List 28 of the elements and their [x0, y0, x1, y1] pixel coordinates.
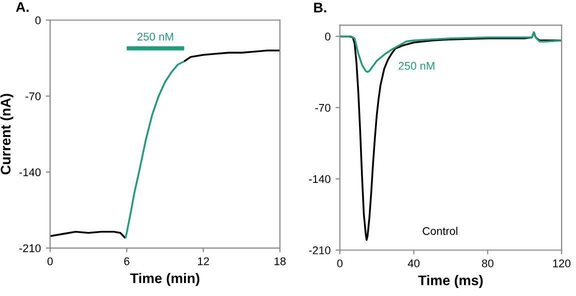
line-series: [183, 50, 280, 62]
x-axis-title: Time (ms): [418, 275, 483, 288]
y-tick-label: 0: [325, 32, 330, 40]
line-series: [124, 60, 186, 240]
y-tick-label: 0: [35, 16, 41, 24]
chart-title: A.: [16, 2, 29, 12]
x-tick-label: 0: [47, 257, 53, 266]
y-axis-title: Current (nA): [0, 94, 14, 174]
line-series: [50, 230, 126, 240]
y-tick-label: -210: [19, 244, 41, 252]
text: Control: [422, 226, 458, 235]
x-axis-title: Time (min): [130, 272, 200, 286]
line-series: [340, 31, 562, 73]
y-tick-label: -210: [309, 246, 330, 254]
x-tick-label: 80: [482, 259, 494, 268]
series-label: 250 nM: [398, 62, 434, 70]
y-tick-label: -140: [19, 168, 41, 176]
x-tick-label: 40: [408, 259, 420, 268]
x-tick-label: 12: [198, 257, 209, 266]
chart-title: B.: [314, 2, 326, 12]
y-tick-label: -70: [315, 104, 330, 112]
annotation: 250 nM: [137, 32, 174, 41]
x-tick-label: 18: [274, 257, 286, 266]
x-tick-label: 0: [337, 259, 342, 268]
y-tick-label: -70: [26, 92, 41, 100]
y-tick-label: -140: [309, 175, 330, 183]
x-tick-label: 120: [553, 259, 570, 268]
x-tick-label: 6: [124, 257, 130, 266]
